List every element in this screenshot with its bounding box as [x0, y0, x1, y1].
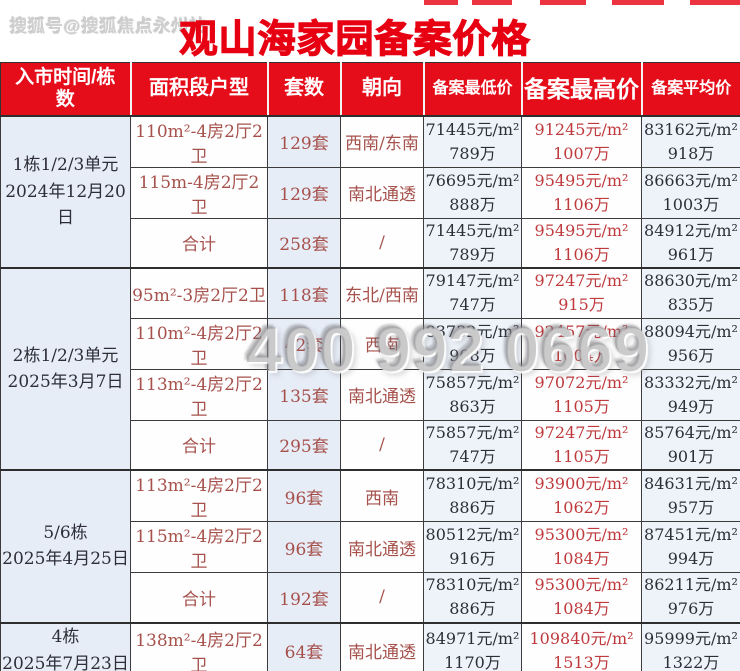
cropped-red-strip: [612, 0, 664, 5]
count-cell: 192套: [267, 572, 341, 623]
unit-cell: 113m²-4房2厅2卫: [130, 368, 268, 421]
unit-cell: 115m-4房2厅2卫: [130, 166, 268, 219]
column-header: 备案最低价: [422, 62, 522, 117]
max-price-cell: 91245元/m² 1007万: [521, 114, 642, 168]
orientation-cell: /: [340, 572, 424, 623]
column-header: 入市时间/栋数: [0, 62, 131, 117]
unit-cell: 113m²-4房2厅2卫: [130, 469, 268, 522]
count-cell: 96套: [267, 521, 341, 573]
min-price-cell: 79147元/m² 747万: [423, 267, 522, 319]
count-cell: 258套: [267, 217, 341, 269]
avg-price-cell: 88094元/m² 956万: [641, 317, 740, 370]
group-label-cell: 1栋1/2/3单元 2024年12月20日: [0, 114, 131, 269]
avg-price-cell: 84631元/m² 957万: [641, 469, 740, 522]
column-header: 备案平均价: [640, 62, 740, 117]
avg-price-cell: 85764元/m² 901万: [641, 419, 740, 471]
orientation-cell: /: [340, 217, 424, 269]
group-label-cell: 4栋 2025年7月23日: [0, 621, 131, 671]
count-cell: 129套: [267, 166, 341, 219]
count-cell: 118套: [267, 267, 341, 319]
unit-cell: 115m²-4房2厅2卫: [130, 521, 268, 573]
max-price-cell: 109840元/m² 1513万: [521, 621, 642, 671]
column-header: 朝向: [339, 62, 424, 117]
max-price-cell: 95495元/m² 1106万: [521, 217, 642, 269]
min-price-cell: 83732元/m² 908万: [423, 317, 522, 370]
count-cell: 64套: [267, 621, 341, 671]
avg-price-cell: 87451元/m² 994万: [641, 521, 740, 573]
max-price-cell: 97247元/m² 1105万: [521, 419, 642, 471]
cropped-red-strip: [540, 0, 586, 5]
orientation-cell: 东北/西南: [340, 267, 424, 319]
table-row: 2栋1/2/3单元 2025年3月7日 95m²-3房2厅2卫 118套 东北/西南 79…: [0, 267, 740, 471]
min-price-cell: 71445元/m² 789万: [423, 217, 522, 269]
table-row: 115m-4房2厅2卫 129套 南北通透 76695元/m² 888万 95495元/m…: [1, 166, 740, 219]
table-row: 115m²-4房2厅2卫 96套 南北通透 80512元/m² 916万 95300元/m…: [1, 521, 740, 573]
min-price-cell: 78310元/m² 886万: [423, 572, 522, 623]
unit-cell: 合计: [130, 419, 268, 471]
table-row: 113m²-4房2厅2卫 135套 南北通透 75857元/m² 863万 97072元/…: [1, 368, 740, 421]
price-table: 入市时间/栋数 面积段户型 套数 朝向 备案最低价 备案最高价 备案平均价 1栋1/2/3单…: [0, 62, 740, 671]
max-price-cell: 97247元/m² 915万: [521, 267, 642, 319]
group-label-cell: 5/6栋 2025年4月25日: [0, 469, 131, 623]
orientation-cell: 南北通透: [340, 368, 424, 421]
orientation-cell: /: [340, 419, 424, 471]
count-cell: 129套: [267, 114, 341, 168]
count-cell: 135套: [267, 368, 341, 421]
count-cell: 42套: [267, 317, 341, 370]
min-price-cell: 75857元/m² 863万: [423, 368, 522, 421]
cropped-red-strip: [424, 0, 458, 5]
max-price-cell: 95495元/m² 1106万: [521, 166, 642, 219]
orientation-cell: 南北通透: [340, 521, 424, 573]
sohu-watermark: 搜狐号@搜狐焦点永州站: [10, 17, 208, 36]
table-body: 1栋1/2/3单元 2024年12月20日 110m²-4房2厅2卫 129套 西南/东…: [0, 114, 740, 671]
min-price-cell: 78310元/m² 886万: [423, 469, 522, 522]
avg-price-cell: 84912元/m² 961万: [641, 217, 740, 269]
min-price-cell: 84971元/m² 1170万: [423, 621, 522, 671]
unit-cell: 合计: [130, 572, 268, 623]
min-price-cell: 71445元/m² 789万: [423, 114, 522, 168]
cropped-red-strip: [690, 0, 740, 5]
table-header: 入市时间/栋数 面积段户型 套数 朝向 备案最低价 备案最高价 备案平均价: [0, 62, 740, 117]
avg-price-cell: 88630元/m² 835万: [641, 267, 740, 319]
max-price-cell: 95300元/m² 1084万: [521, 521, 642, 573]
max-price-cell: 95300元/m² 1084万: [521, 572, 642, 623]
page-title: 观山海家园备案价格: [179, 18, 531, 61]
column-header: 套数: [266, 62, 341, 117]
unit-cell: 95m²-3房2厅2卫: [130, 267, 268, 319]
table-row: 合计 295套/75857元/m² 747万 97247元/m² 1105万 85764元…: [1, 419, 740, 471]
max-price-cell: 93900元/m² 1062万: [521, 469, 642, 522]
avg-price-cell: 86663元/m² 1003万: [641, 166, 740, 219]
column-header: 面积段户型: [129, 62, 268, 117]
min-price-cell: 75857元/m² 747万: [423, 419, 522, 471]
unit-cell: 138m²-4房2厅2卫: [130, 621, 268, 671]
table-row: 合计 258套/71445元/m² 789万 95495元/m² 1106万 84912元…: [1, 217, 740, 269]
group-label-cell: 2栋1/2/3单元 2025年3月7日: [0, 267, 131, 471]
min-price-cell: 76695元/m² 888万: [423, 166, 522, 219]
count-cell: 295套: [267, 419, 341, 471]
count-cell: 96套: [267, 469, 341, 522]
min-price-cell: 80512元/m² 916万: [423, 521, 522, 573]
cropped-red-strip: [472, 0, 512, 5]
orientation-cell: 南北通透: [340, 166, 424, 219]
unit-cell: 110m²-4房2厅2卫: [130, 317, 268, 370]
max-price-cell: 97072元/m² 1105万: [521, 368, 642, 421]
unit-cell: 110m²-4房2厅2卫: [130, 114, 268, 168]
table-row: 合计 192套/78310元/m² 886万 95300元/m² 1084万 86211元…: [1, 572, 740, 623]
max-price-cell: 92457元/m² 1004万: [521, 317, 642, 370]
column-header: 备案最高价: [520, 62, 642, 117]
table-row: 1栋1/2/3单元 2024年12月20日 110m²-4房2厅2卫 129套 西南/东…: [0, 114, 740, 269]
avg-price-cell: 83162元/m² 918万: [641, 114, 740, 168]
orientation-cell: 南北通透: [340, 621, 424, 671]
table-row: 4栋 2025年7月23日 138m²-4房2厅2卫 64套 南北通透 84971元/m²…: [0, 621, 740, 671]
avg-price-cell: 95999元/m² 1322万: [641, 621, 740, 671]
orientation-cell: 西南: [340, 469, 424, 522]
table-row: 110m²-4房2厅2卫 42套 西南 83732元/m² 908万 92457元/m² 1…: [1, 317, 740, 370]
unit-cell: 合计: [130, 217, 268, 269]
orientation-cell: 西南: [340, 317, 424, 370]
avg-price-cell: 86211元/m² 976万: [641, 572, 740, 623]
table-row: 5/6栋 2025年4月25日 113m²-4房2厅2卫 96套 西南 78310元/m²…: [0, 469, 740, 623]
avg-price-cell: 83332元/m² 949万: [641, 368, 740, 421]
orientation-cell: 西南/东南: [340, 114, 424, 168]
